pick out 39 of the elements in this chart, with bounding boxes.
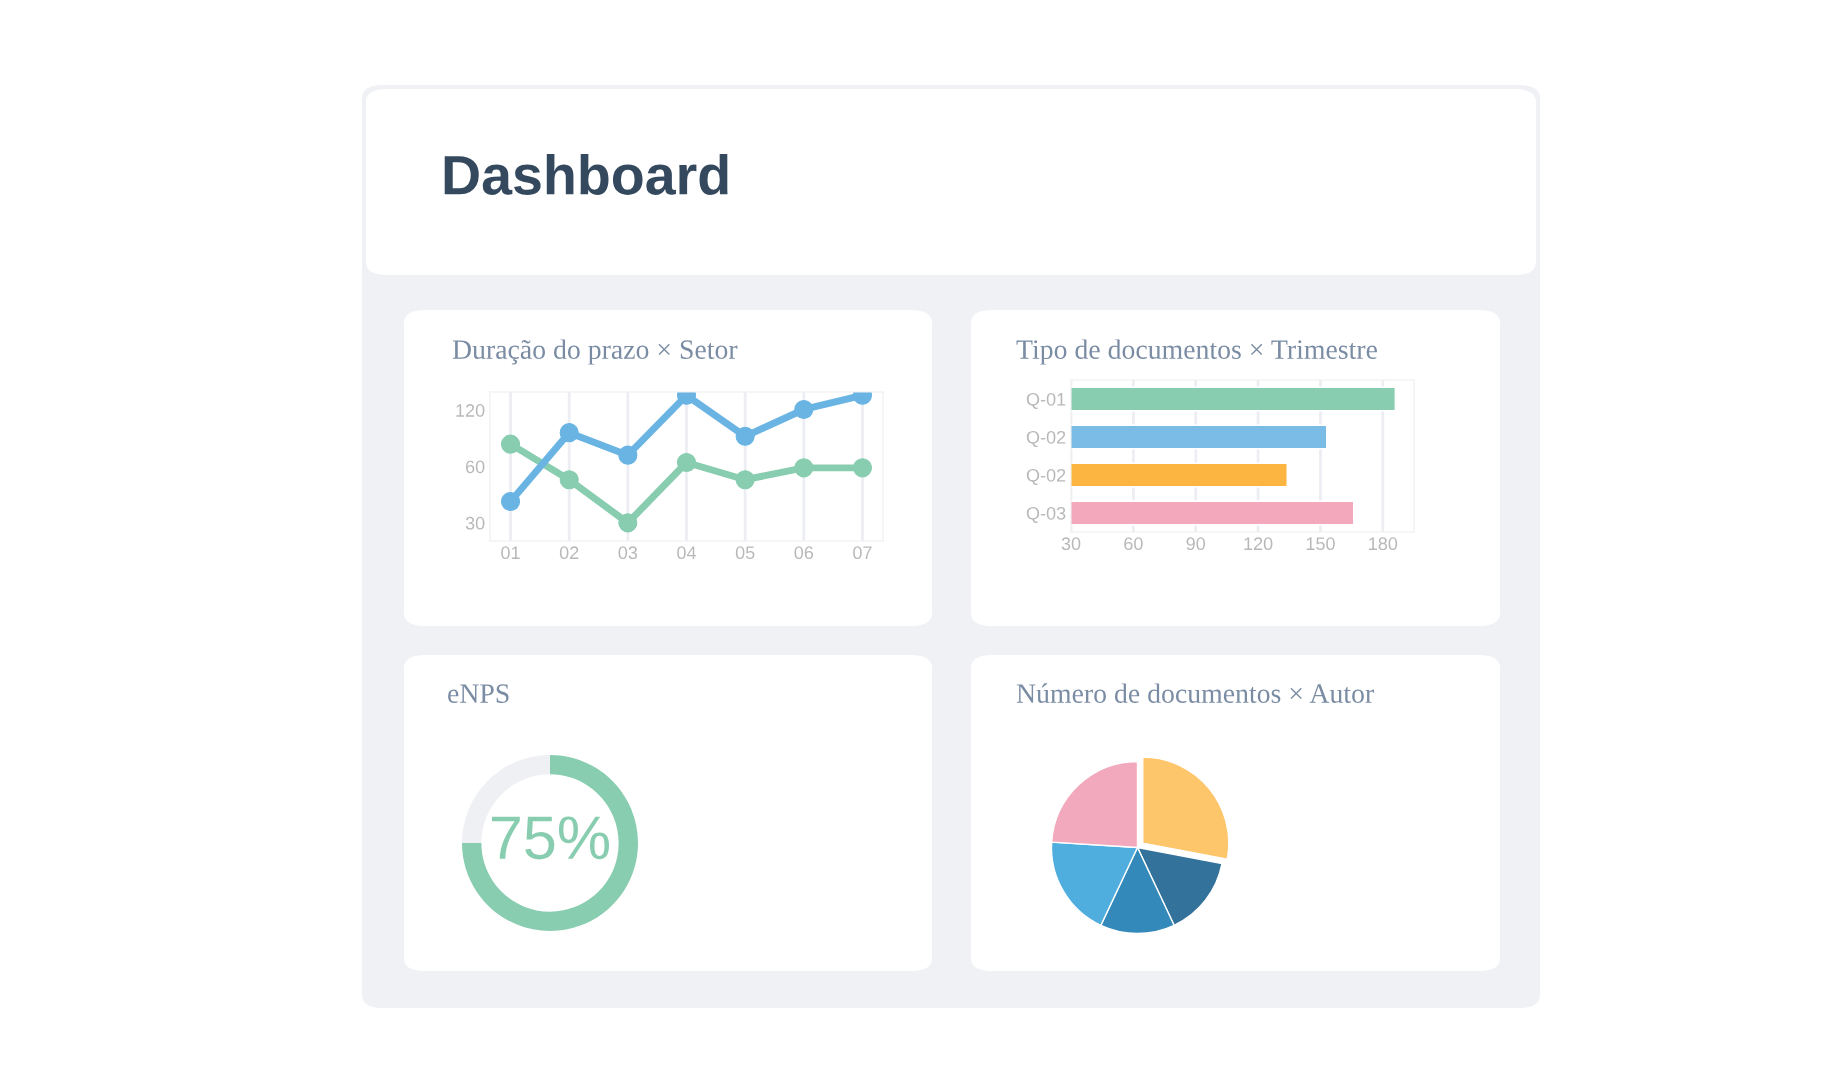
- point: [735, 470, 755, 490]
- x-tick-label: 60: [1124, 537, 1143, 551]
- x-tick-label: 05: [735, 546, 755, 560]
- chart-title: Número de documentos × Autor: [1016, 683, 1374, 703]
- x-tick-label: 06: [794, 546, 814, 560]
- y-tick-label: Q-02: [1026, 430, 1066, 447]
- y-tick-label: Q-02: [1026, 468, 1066, 485]
- x-tick-label: 120: [1244, 537, 1273, 551]
- point: [794, 399, 814, 420]
- chart-title: Duração do prazo × Setor: [452, 339, 738, 365]
- y-tick-label: Q-03: [1026, 506, 1066, 523]
- chart-title: Tipo de documentos × Trimestre: [1016, 339, 1377, 365]
- point: [500, 491, 521, 512]
- point: [852, 458, 873, 478]
- x-tick-label: 30: [1061, 537, 1081, 551]
- x-tick-label: 03: [618, 546, 638, 560]
- text: Dashboard: [444, 154, 728, 195]
- x-tick-label: 04: [677, 546, 697, 560]
- x-tick-label: 02: [559, 546, 579, 560]
- point: [500, 434, 521, 454]
- point: [618, 445, 638, 465]
- point: [735, 426, 755, 446]
- chart-title: eNPS: [448, 684, 509, 703]
- point: [559, 470, 579, 490]
- donut-slice: [462, 755, 638, 931]
- y-tick-label: 60: [465, 460, 485, 474]
- point: [794, 458, 814, 478]
- point: [618, 513, 638, 533]
- y-tick-label: 30: [465, 516, 485, 530]
- text: 75%: [491, 816, 609, 860]
- x-tick-label: 07: [853, 546, 872, 560]
- x-tick-label: 180: [1369, 537, 1398, 551]
- y-tick-label: 120: [456, 404, 485, 417]
- point: [676, 452, 697, 473]
- point: [559, 423, 579, 443]
- y-tick-label: Q-01: [1026, 392, 1066, 409]
- x-tick-label: 90: [1186, 537, 1206, 551]
- x-tick-label: 150: [1306, 537, 1335, 551]
- x-tick-label: 01: [501, 546, 520, 560]
